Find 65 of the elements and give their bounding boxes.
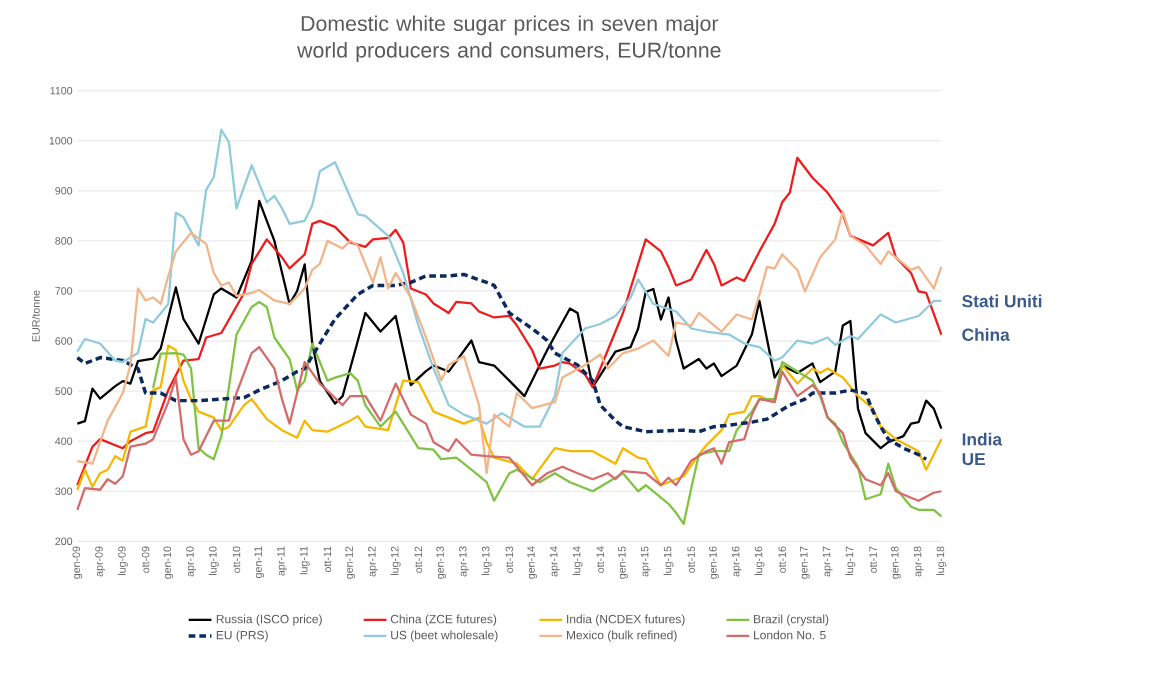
y-tick-label: 400 (55, 437, 73, 446)
y-tick-label: 1000 (49, 137, 73, 145)
x-tick-label: ott-11 (323, 546, 332, 573)
x-tick-label: lug-12 (390, 546, 401, 576)
x-tick-label: gen-18 (891, 546, 901, 579)
y-tick-label: 300 (55, 487, 73, 496)
annotation: China (962, 328, 1010, 342)
line-series (76, 128, 943, 428)
x-tick-label: gen-16 (709, 546, 719, 579)
legend-label: US (beet wholesale) (391, 630, 498, 642)
x-tick-label: apr-14 (550, 546, 560, 577)
x-tick-label: gen-14 (527, 546, 537, 579)
x-tick-label: lug-15 (663, 546, 674, 576)
y-tick-label: 1100 (50, 87, 73, 95)
x-tick-label: gen-10 (163, 546, 174, 579)
y-tick-label: 800 (55, 237, 73, 245)
legend-label: Russia (ISCO price) (216, 614, 322, 626)
x-tick-label: gen-17 (800, 546, 810, 579)
y-tick-label: 700 (55, 287, 73, 295)
legend-label: EU (PRS) (216, 630, 268, 642)
annotation: India (962, 432, 1003, 446)
x-tick-label: apr-09 (95, 546, 105, 577)
annotation: Stati Uniti (962, 294, 1042, 308)
x-tick-label: gen-09 (72, 546, 83, 579)
x-tick-label: ott-15 (687, 546, 695, 574)
x-tick-label: gen-11 (254, 546, 265, 579)
y-axis-title: EUR/tonne (31, 290, 40, 342)
x-tick-label: ott-13 (505, 546, 514, 574)
legend-label: Mexico (bulk refined) (566, 630, 677, 642)
x-tick-label: apr-18 (913, 546, 924, 577)
x-tick-label: ott-17 (869, 546, 877, 574)
annotation: UE (962, 453, 986, 466)
legend-label: India (NCDEX futures) (567, 614, 685, 626)
chart-title: Domestic white sugar prices in seven major world producers and consumers, EUR/tonne (297, 15, 721, 63)
x-tick-label: apr-15 (640, 546, 651, 577)
x-tick-label: lug-10 (208, 546, 219, 576)
x-tick-label: gen-15 (618, 546, 628, 579)
x-tick-label: lug-14 (572, 546, 583, 576)
x-tick-label: apr-13 (459, 546, 469, 577)
x-tick-label: ott-16 (778, 546, 786, 574)
x-tick-label: lug-11 (299, 546, 310, 575)
legend-label: London No. 5 (754, 630, 826, 640)
legend-label: China (ZCE futures) (390, 614, 497, 626)
x-tick-label: lug-09 (117, 546, 128, 576)
x-tick-label: ott-10 (232, 546, 241, 574)
x-tick-label: apr-12 (368, 546, 378, 577)
line-series (76, 156, 943, 487)
x-tick-label: lug-13 (481, 546, 492, 576)
y-tick-label: 900 (55, 187, 73, 195)
x-tick-label: ott-09 (141, 546, 150, 574)
x-tick-label: apr-11 (277, 546, 287, 576)
x-tick-label: gen-12 (345, 546, 356, 579)
x-tick-label: ott-12 (414, 546, 423, 574)
x-tick-label: apr-16 (731, 546, 742, 577)
y-tick-label: 600 (55, 337, 73, 345)
y-tick-label: 200 (55, 537, 73, 546)
x-tick-label: gen-13 (436, 546, 446, 579)
y-tick-label: 500 (55, 387, 73, 396)
legend-label: Brazil (crystal) (754, 614, 829, 626)
x-tick-label: apr-17 (822, 546, 833, 577)
x-tick-label: apr-10 (186, 546, 196, 577)
x-tick-label: lug-17 (845, 546, 856, 576)
x-tick-label: ott-14 (596, 546, 605, 574)
x-tick-label: lug-18 (936, 546, 947, 576)
x-tick-label: lug-16 (754, 546, 765, 576)
